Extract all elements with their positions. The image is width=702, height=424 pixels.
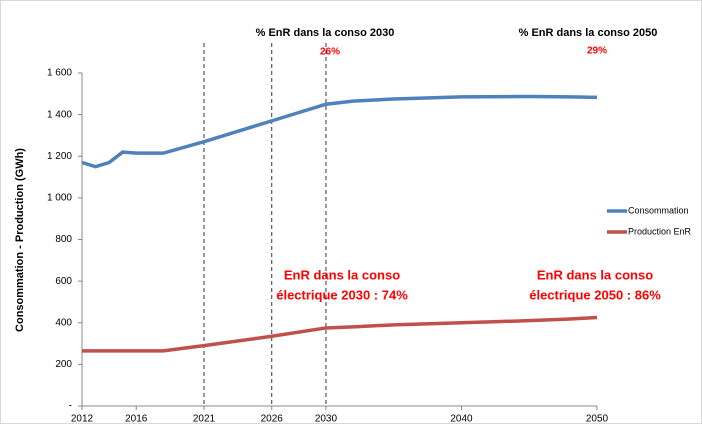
- annotation: % EnR dans la conso 2050: [519, 27, 658, 39]
- x-tick-label: 2016: [125, 414, 148, 424]
- annotation: électrique 2050 : 86%: [529, 287, 661, 302]
- y-tick-label: 800: [55, 234, 72, 245]
- x-tick-label: 2030: [315, 414, 338, 424]
- y-tick-label: -: [69, 401, 72, 412]
- y-axis-label: Consommation - Production (GWh): [14, 148, 26, 332]
- annotation: EnR dans la conso: [284, 267, 400, 282]
- y-tick-label: 1 000: [47, 193, 72, 204]
- y-tick-label: 1 400: [47, 109, 72, 120]
- y-tick-label: 1 600: [47, 68, 72, 79]
- annotation: 26%: [320, 47, 340, 58]
- annotation: électrique 2030 : 74%: [276, 287, 408, 302]
- legend-label: Production EnR: [628, 226, 692, 236]
- series-line: [81, 94, 598, 169]
- x-tick-label: 2012: [71, 414, 94, 424]
- annotation: EnR dans la conso: [537, 267, 653, 282]
- x-tick-label: 2050: [586, 414, 609, 424]
- y-tick-label: 200: [55, 359, 72, 370]
- annotation: 29%: [587, 46, 607, 57]
- series-line: [82, 315, 598, 353]
- y-tick-label: 1 200: [47, 151, 72, 162]
- x-tick-label: 2026: [261, 414, 284, 424]
- x-tick-label: 2040: [450, 414, 473, 424]
- y-tick-label: 600: [55, 276, 72, 287]
- x-tick-label: 2021: [193, 414, 216, 424]
- y-tick-label: 400: [55, 317, 72, 328]
- legend-label: Consommation: [628, 205, 689, 215]
- annotation: % EnR dans la conso 2030: [256, 27, 395, 39]
